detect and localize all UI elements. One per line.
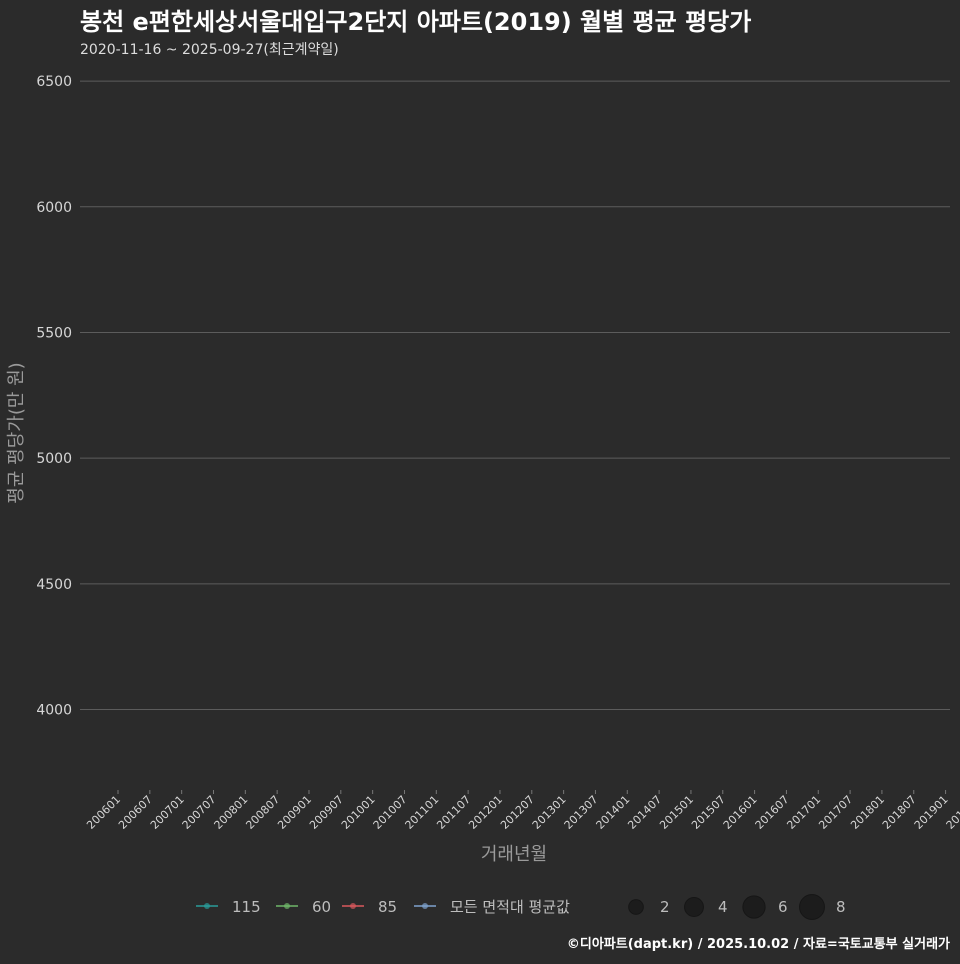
size-legend-circle xyxy=(684,897,704,917)
y-tick-label: 5500 xyxy=(36,325,72,341)
size-legend-circle xyxy=(742,895,766,919)
legend-swatch-dot xyxy=(284,903,290,909)
grid xyxy=(80,80,950,711)
y-tick-label: 6500 xyxy=(36,74,72,90)
legend-swatch-dot xyxy=(350,903,356,909)
size-legend-label: 6 xyxy=(778,898,788,916)
size-legend-label: 2 xyxy=(660,898,670,916)
x-axis-label: 거래년월 xyxy=(481,844,547,865)
legend-label: 60 xyxy=(312,898,331,916)
chart-subtitle: 2020-11-16 ~ 2025-09-27(최근계약일) xyxy=(80,42,339,58)
legend-swatch-dot xyxy=(204,903,210,909)
y-tick-label: 6000 xyxy=(36,200,72,216)
legend-label: 85 xyxy=(378,898,397,916)
size-legend-label: 4 xyxy=(718,898,728,916)
y-tick-label: 4000 xyxy=(36,703,72,719)
chart-title: 봉천 e편한세상서울대입구2단지 아파트(2019) 월별 평균 평당가 xyxy=(80,8,751,36)
legend: 115 60 85 모든 면적대 평균값 2 4 6 8 xyxy=(196,894,846,920)
legend-label: 115 xyxy=(232,898,261,916)
footer-credit: ©디아파트(dapt.kr) / 2025.10.02 / 자료=국토교통부 실… xyxy=(567,936,950,952)
size-legend-label: 8 xyxy=(836,898,846,916)
size-legend-circle xyxy=(628,899,644,915)
size-legend-circle xyxy=(799,894,825,920)
y-tick-label: 4500 xyxy=(36,577,72,593)
legend-swatch-dot xyxy=(422,903,428,909)
y-tick-label: 5000 xyxy=(36,451,72,467)
y-axis-label: 평균 평당가(만 원) xyxy=(6,362,27,503)
legend-label: 모든 면적대 평균값 xyxy=(450,898,570,916)
y-axis: 4000 4500 5000 5500 6000 6500 xyxy=(36,74,72,718)
